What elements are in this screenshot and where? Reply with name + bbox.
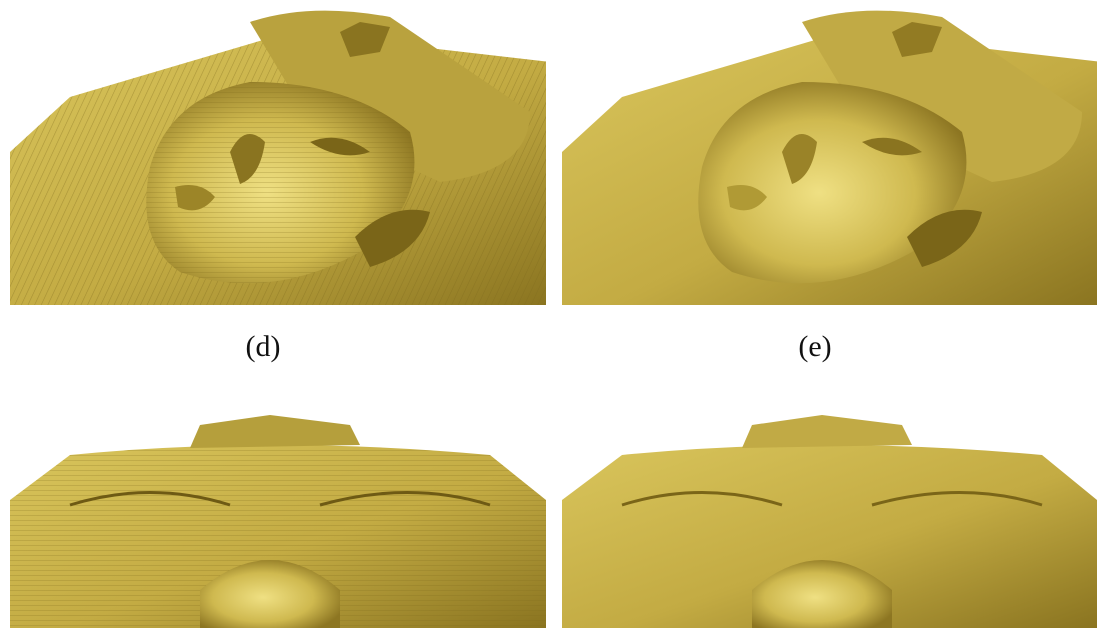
lips — [175, 184, 215, 211]
crown-band — [802, 10, 1082, 183]
eye — [310, 137, 370, 156]
crown-band — [250, 10, 530, 183]
mask-frontal-smooth-render — [562, 415, 1097, 628]
lips — [727, 184, 767, 211]
face-step-lines — [146, 82, 415, 284]
eye — [862, 137, 922, 156]
mask-frontal-stepped-render — [10, 415, 546, 628]
nose — [200, 560, 340, 628]
headdress-base — [562, 445, 1097, 628]
right-brow — [319, 491, 491, 507]
caption-d: (d) — [245, 330, 281, 363]
render-panel-e — [562, 2, 1097, 305]
cobra-ornament — [742, 415, 912, 448]
nose — [230, 134, 265, 184]
render-panel-d — [10, 2, 546, 305]
cobra-ornament — [340, 22, 390, 57]
mask-oblique-stepped-render — [10, 10, 546, 305]
right-brow — [871, 491, 1043, 507]
ear — [907, 209, 982, 267]
caption-e: (e) — [798, 330, 832, 363]
face-step-lines — [10, 445, 546, 628]
ear — [355, 209, 430, 267]
left-brow — [621, 491, 783, 507]
cobra-ornament — [892, 22, 942, 57]
nose — [752, 560, 892, 628]
render-panel-f — [10, 410, 546, 628]
nose — [782, 134, 817, 184]
cobra-ornament — [190, 415, 360, 448]
render-panel-g — [562, 410, 1097, 628]
left-brow — [69, 491, 231, 507]
mask-oblique-smooth-render — [562, 10, 1097, 305]
face — [698, 82, 967, 284]
